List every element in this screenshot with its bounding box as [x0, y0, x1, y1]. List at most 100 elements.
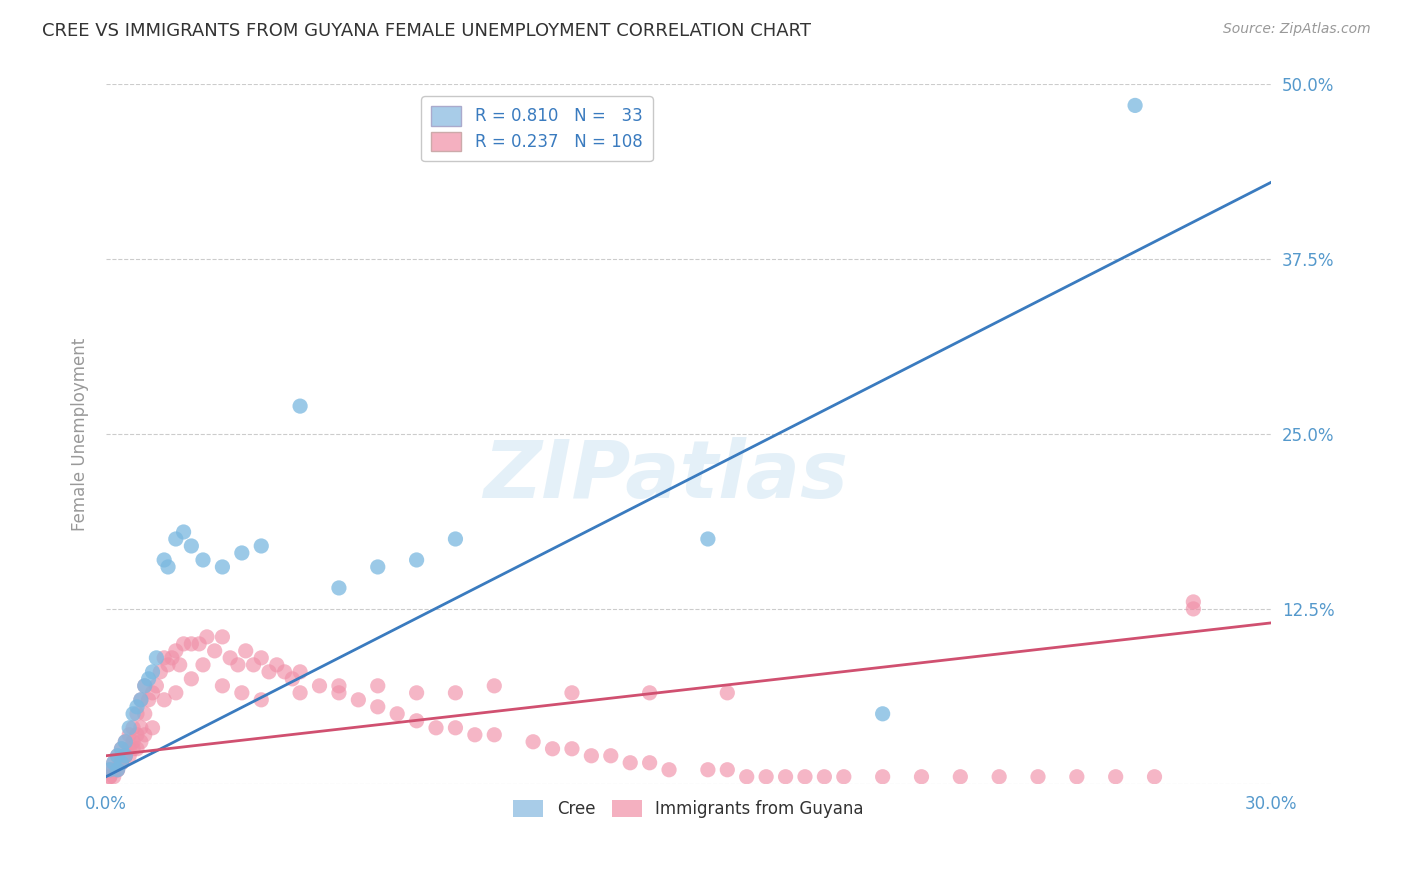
Point [872, 706, 894, 721]
Point [188, 637, 211, 651]
Point [696, 532, 718, 546]
Point [191, 553, 214, 567]
Point [328, 686, 350, 700]
Point [250, 651, 273, 665]
Point [138, 672, 160, 686]
Point [1026, 770, 1049, 784]
Point [328, 679, 350, 693]
Point [165, 532, 187, 546]
Point [129, 735, 152, 749]
Point [98, 763, 121, 777]
Point [619, 756, 641, 770]
Point [134, 679, 156, 693]
Point [122, 741, 145, 756]
Point [308, 679, 330, 693]
Point [658, 763, 681, 777]
Point [735, 770, 758, 784]
Point [484, 728, 506, 742]
Point [114, 748, 136, 763]
Text: ZIPatlas: ZIPatlas [482, 437, 848, 515]
Point [444, 686, 467, 700]
Point [173, 637, 195, 651]
Point [134, 679, 156, 693]
Point [103, 756, 125, 770]
Point [273, 665, 295, 679]
Point [1105, 770, 1128, 784]
Point [165, 686, 187, 700]
Point [367, 699, 389, 714]
Point [118, 748, 141, 763]
Point [141, 686, 163, 700]
Point [125, 741, 148, 756]
Point [114, 735, 136, 749]
Point [425, 721, 447, 735]
Point [696, 763, 718, 777]
Point [211, 679, 233, 693]
Point [114, 748, 136, 763]
Point [118, 741, 141, 756]
Point [103, 770, 125, 784]
Point [141, 721, 163, 735]
Point [1182, 595, 1205, 609]
Text: CREE VS IMMIGRANTS FROM GUYANA FEMALE UNEMPLOYMENT CORRELATION CHART: CREE VS IMMIGRANTS FROM GUYANA FEMALE UN… [42, 22, 811, 40]
Point [775, 770, 797, 784]
Point [257, 665, 280, 679]
Point [226, 657, 249, 672]
Point [522, 735, 544, 749]
Point [180, 539, 202, 553]
Point [141, 665, 163, 679]
Point [1066, 770, 1088, 784]
Point [405, 686, 427, 700]
Point [347, 693, 370, 707]
Point [385, 706, 408, 721]
Point [235, 644, 257, 658]
Point [204, 644, 226, 658]
Point [211, 560, 233, 574]
Point [288, 665, 311, 679]
Point [157, 560, 180, 574]
Point [129, 721, 152, 735]
Point [716, 686, 738, 700]
Point [98, 770, 121, 784]
Point [288, 399, 311, 413]
Point [599, 748, 621, 763]
Point [110, 741, 132, 756]
Y-axis label: Female Unemployment: Female Unemployment [72, 337, 89, 531]
Point [266, 657, 288, 672]
Point [180, 672, 202, 686]
Point [134, 728, 156, 742]
Point [813, 770, 835, 784]
Point [872, 770, 894, 784]
Point [122, 735, 145, 749]
Point [107, 748, 129, 763]
Point [231, 546, 253, 560]
Point [910, 770, 932, 784]
Point [110, 756, 132, 770]
Point [250, 693, 273, 707]
Point [107, 763, 129, 777]
Point [638, 756, 661, 770]
Point [211, 630, 233, 644]
Point [180, 637, 202, 651]
Point [169, 657, 191, 672]
Point [165, 644, 187, 658]
Point [191, 657, 214, 672]
Point [134, 706, 156, 721]
Point [444, 721, 467, 735]
Point [103, 756, 125, 770]
Point [129, 693, 152, 707]
Point [405, 714, 427, 728]
Point [138, 693, 160, 707]
Point [160, 651, 183, 665]
Point [122, 721, 145, 735]
Point [107, 763, 129, 777]
Point [110, 756, 132, 770]
Point [231, 686, 253, 700]
Point [125, 699, 148, 714]
Point [949, 770, 972, 784]
Point [541, 741, 564, 756]
Point [281, 672, 304, 686]
Point [484, 679, 506, 693]
Point [145, 651, 167, 665]
Point [114, 748, 136, 763]
